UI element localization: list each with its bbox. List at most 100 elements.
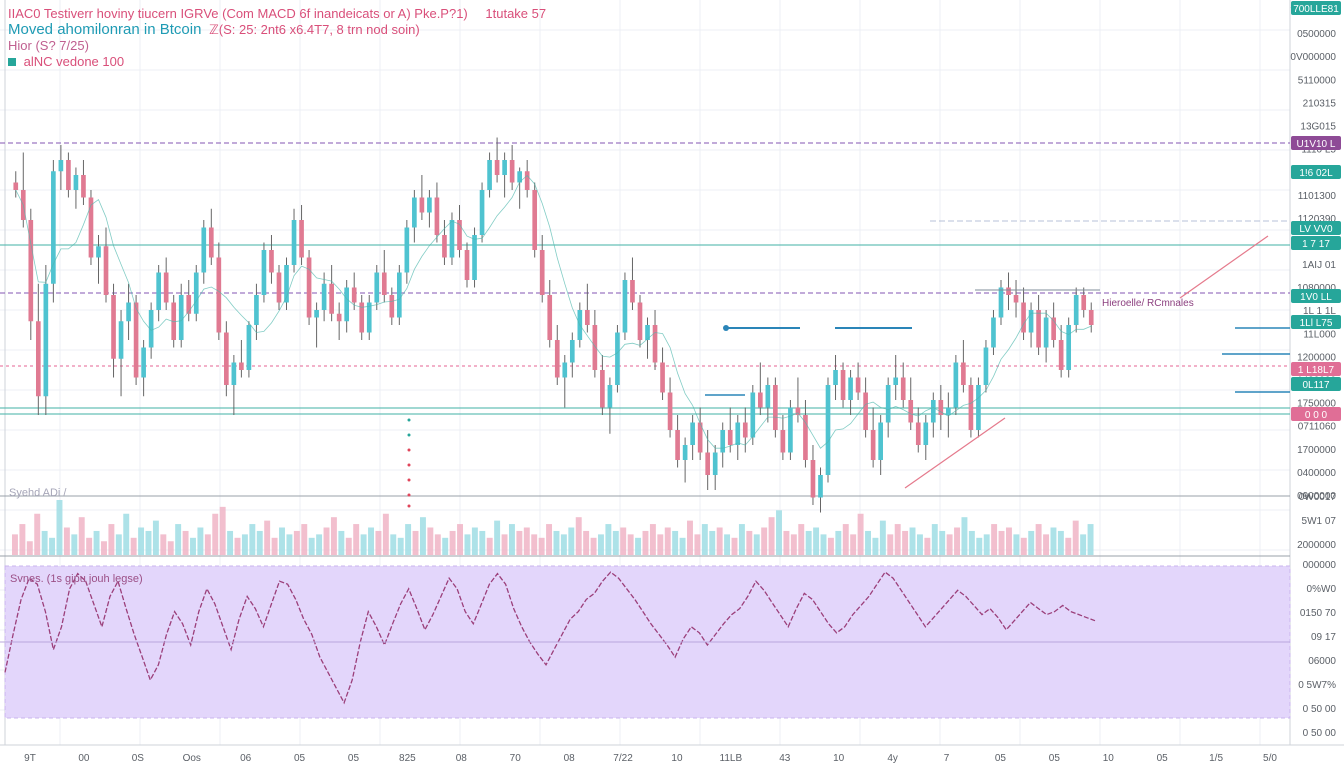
candle-body <box>1006 287 1011 295</box>
candle <box>156 265 161 322</box>
candle <box>998 280 1004 325</box>
candle <box>773 377 778 438</box>
level-lines <box>0 142 1290 415</box>
volume-bar <box>746 530 753 555</box>
candle-body <box>344 287 350 322</box>
candle <box>284 257 289 310</box>
candle-body <box>186 295 192 314</box>
volume-bar <box>479 530 486 555</box>
candle <box>554 325 560 385</box>
volume-bar <box>397 537 404 555</box>
candle <box>96 235 101 284</box>
volume-bar <box>486 537 493 555</box>
candle-body <box>472 235 477 280</box>
volume-bar <box>508 524 515 555</box>
candle <box>1088 302 1094 333</box>
candle <box>1073 287 1079 333</box>
volume-bar <box>612 530 619 555</box>
volume-bar <box>850 534 857 555</box>
candle <box>396 265 402 325</box>
volume-bar <box>538 537 545 555</box>
time-axis-label: 9T <box>24 753 36 764</box>
volume-bar <box>308 537 315 555</box>
candle <box>20 152 26 228</box>
volume-bar <box>301 524 308 555</box>
candle-body <box>396 272 402 318</box>
volume-bar <box>872 537 879 555</box>
candle-body <box>449 220 455 258</box>
volume-bar <box>34 513 41 555</box>
price-axis-label: 11L000 <box>1303 329 1336 340</box>
candle-body <box>1036 310 1041 348</box>
candle <box>231 355 237 415</box>
candle-body <box>381 272 387 295</box>
volume-bar <box>449 530 456 555</box>
volume-axis-label: 5W1 07 <box>1302 516 1337 527</box>
volume-bar <box>471 527 478 555</box>
candle <box>915 407 921 453</box>
candle <box>878 415 883 475</box>
volume-bar <box>991 524 998 555</box>
candle <box>630 257 635 310</box>
price-axis-label: 13G015 <box>1300 121 1336 132</box>
candle <box>13 171 19 198</box>
oscillator-axis-label: 000000 <box>1303 560 1337 571</box>
volume-bar <box>679 537 686 555</box>
volume-bar <box>516 530 523 555</box>
volume-bar <box>946 534 953 555</box>
candle <box>81 160 86 205</box>
candle <box>585 283 590 333</box>
candle <box>1043 310 1049 363</box>
volume-bar <box>1057 530 1064 555</box>
volume-bar <box>204 534 211 555</box>
candle <box>171 295 177 348</box>
candle <box>600 355 605 415</box>
candle-body <box>833 370 838 385</box>
volume-bar <box>649 524 656 555</box>
volume-bar <box>642 530 649 555</box>
candle <box>351 272 357 310</box>
price-tag-label: U1V10 L <box>1297 139 1336 150</box>
price-tag-label: 1Ll L75 <box>1300 318 1333 329</box>
volume-bar <box>86 537 93 555</box>
candle <box>885 377 891 438</box>
volume-bar <box>353 524 360 555</box>
candle <box>336 302 342 340</box>
candle-body <box>690 422 695 445</box>
drawing-tools <box>407 220 1290 508</box>
candle-body <box>51 171 56 284</box>
candle <box>269 235 274 284</box>
candle-body <box>968 385 974 430</box>
volume-bar <box>412 530 419 555</box>
volume-bar <box>338 530 345 555</box>
candle <box>1021 287 1026 340</box>
candle <box>727 407 733 453</box>
candle-body <box>254 295 259 325</box>
candle <box>938 385 944 430</box>
price-tag: 0 0 0 <box>1291 407 1341 421</box>
candle <box>765 377 771 423</box>
legend-volume-label: alNC vedone 100 <box>23 54 125 69</box>
candle <box>329 265 334 322</box>
candle-body <box>494 160 500 175</box>
volume-bar <box>902 530 909 555</box>
price-tag-label: 1V0 LL <box>1300 292 1332 303</box>
candle <box>863 377 868 438</box>
legend-line-1: IIAC0 Testiverr hoviny tiucern IGRVe (Co… <box>8 6 546 22</box>
volume-bar <box>145 530 152 555</box>
candle-body <box>43 283 49 397</box>
candle-body <box>757 392 763 408</box>
time-axis-label: 10 <box>671 753 683 764</box>
drawing-annotation[interactable]: Hieroelle/ RCmnales <box>1102 298 1194 309</box>
candle-body <box>524 171 530 190</box>
volume-bar <box>175 524 182 555</box>
candle-body <box>735 422 741 445</box>
candle-body <box>261 250 267 295</box>
volume-bar <box>56 500 63 555</box>
volume-bar <box>101 541 107 555</box>
legend-line-3: Hior (S? 7/25) <box>8 38 546 54</box>
candle-body <box>329 283 334 314</box>
candle <box>427 190 432 228</box>
